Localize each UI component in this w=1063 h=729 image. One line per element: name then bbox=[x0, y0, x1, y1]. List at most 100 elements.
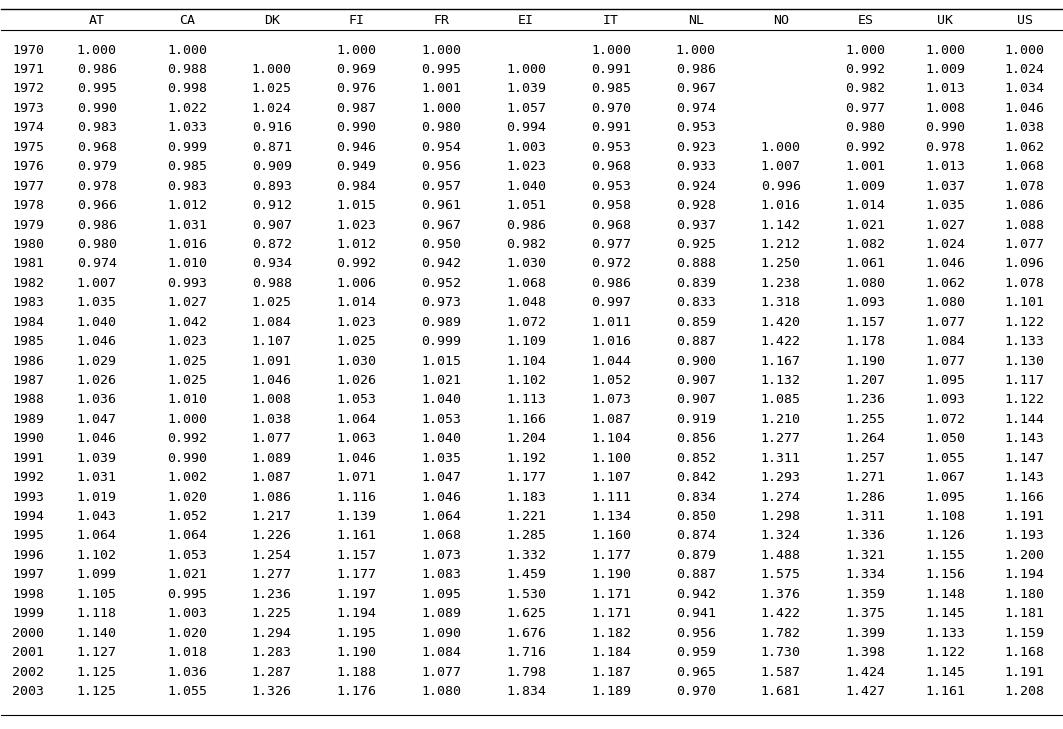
Text: 1.061: 1.061 bbox=[845, 257, 885, 270]
Text: 0.970: 0.970 bbox=[676, 685, 715, 698]
Text: 1.133: 1.133 bbox=[925, 627, 965, 639]
Text: 1.062: 1.062 bbox=[925, 277, 965, 290]
Text: 1.062: 1.062 bbox=[1005, 141, 1045, 154]
Text: 1.191: 1.191 bbox=[1005, 510, 1045, 523]
Text: 0.978: 0.978 bbox=[925, 141, 965, 154]
Text: 1972: 1972 bbox=[12, 82, 44, 95]
Text: 1.122: 1.122 bbox=[1005, 316, 1045, 329]
Text: 1.057: 1.057 bbox=[506, 102, 546, 115]
Text: 1.168: 1.168 bbox=[1005, 646, 1045, 659]
Text: 1.184: 1.184 bbox=[591, 646, 631, 659]
Text: 1.012: 1.012 bbox=[167, 199, 207, 212]
Text: 1992: 1992 bbox=[12, 471, 44, 484]
Text: 0.893: 0.893 bbox=[252, 179, 291, 192]
Text: 0.919: 0.919 bbox=[676, 413, 715, 426]
Text: 1.107: 1.107 bbox=[591, 471, 631, 484]
Text: 0.969: 0.969 bbox=[337, 63, 376, 76]
Text: 1.023: 1.023 bbox=[337, 219, 376, 232]
Text: 1.067: 1.067 bbox=[925, 471, 965, 484]
Text: 1.171: 1.171 bbox=[591, 607, 631, 620]
Text: 1.001: 1.001 bbox=[845, 160, 885, 174]
Text: 1.334: 1.334 bbox=[845, 569, 885, 581]
Text: 1.047: 1.047 bbox=[421, 471, 461, 484]
Text: 0.999: 0.999 bbox=[167, 141, 207, 154]
Text: 0.961: 0.961 bbox=[421, 199, 461, 212]
Text: 1.000: 1.000 bbox=[77, 44, 117, 57]
Text: 0.912: 0.912 bbox=[252, 199, 291, 212]
Text: 1.001: 1.001 bbox=[421, 82, 461, 95]
Text: 1.091: 1.091 bbox=[252, 354, 291, 367]
Text: 0.992: 0.992 bbox=[167, 432, 207, 445]
Text: 1.096: 1.096 bbox=[1005, 257, 1045, 270]
Text: 1979: 1979 bbox=[12, 219, 44, 232]
Text: 1985: 1985 bbox=[12, 335, 44, 348]
Text: 1.139: 1.139 bbox=[337, 510, 376, 523]
Text: 0.956: 0.956 bbox=[676, 627, 715, 639]
Text: 0.924: 0.924 bbox=[676, 179, 715, 192]
Text: 1.488: 1.488 bbox=[761, 549, 800, 562]
Text: 0.874: 0.874 bbox=[676, 529, 715, 542]
Text: 0.852: 0.852 bbox=[676, 452, 715, 465]
Text: 1.187: 1.187 bbox=[591, 666, 631, 679]
Text: 0.968: 0.968 bbox=[591, 160, 631, 174]
Text: 0.991: 0.991 bbox=[591, 121, 631, 134]
Text: 1978: 1978 bbox=[12, 199, 44, 212]
Text: 1.020: 1.020 bbox=[167, 627, 207, 639]
Text: 0.990: 0.990 bbox=[925, 121, 965, 134]
Text: 1.039: 1.039 bbox=[506, 82, 546, 95]
Text: 0.986: 0.986 bbox=[676, 63, 715, 76]
Text: 1.208: 1.208 bbox=[1005, 685, 1045, 698]
Text: 1.086: 1.086 bbox=[1005, 199, 1045, 212]
Text: 1.160: 1.160 bbox=[591, 529, 631, 542]
Text: 0.907: 0.907 bbox=[252, 219, 291, 232]
Text: 0.989: 0.989 bbox=[421, 316, 461, 329]
Text: 1980: 1980 bbox=[12, 238, 44, 251]
Text: 1.000: 1.000 bbox=[167, 44, 207, 57]
Text: 1.257: 1.257 bbox=[845, 452, 885, 465]
Text: 1.427: 1.427 bbox=[845, 685, 885, 698]
Text: 0.992: 0.992 bbox=[337, 257, 376, 270]
Text: 1.095: 1.095 bbox=[421, 588, 461, 601]
Text: 1.221: 1.221 bbox=[506, 510, 546, 523]
Text: 0.839: 0.839 bbox=[676, 277, 715, 290]
Text: 0.979: 0.979 bbox=[77, 160, 117, 174]
Text: 1.000: 1.000 bbox=[421, 102, 461, 115]
Text: 1.088: 1.088 bbox=[1005, 219, 1045, 232]
Text: 1.681: 1.681 bbox=[761, 685, 800, 698]
Text: 1.034: 1.034 bbox=[1005, 82, 1045, 95]
Text: 0.998: 0.998 bbox=[167, 82, 207, 95]
Text: 1.008: 1.008 bbox=[925, 102, 965, 115]
Text: 1.020: 1.020 bbox=[167, 491, 207, 504]
Text: 1.035: 1.035 bbox=[77, 296, 117, 309]
Text: 0.834: 0.834 bbox=[676, 491, 715, 504]
Text: 1.087: 1.087 bbox=[252, 471, 291, 484]
Text: 1.283: 1.283 bbox=[252, 646, 291, 659]
Text: 1.182: 1.182 bbox=[591, 627, 631, 639]
Text: 1.298: 1.298 bbox=[761, 510, 800, 523]
Text: 0.887: 0.887 bbox=[676, 335, 715, 348]
Text: 1.055: 1.055 bbox=[167, 685, 207, 698]
Text: 0.967: 0.967 bbox=[676, 82, 715, 95]
Text: 1.144: 1.144 bbox=[1005, 413, 1045, 426]
Text: 1.336: 1.336 bbox=[845, 529, 885, 542]
Text: 1.024: 1.024 bbox=[1005, 63, 1045, 76]
Text: 1.000: 1.000 bbox=[421, 44, 461, 57]
Text: 1.031: 1.031 bbox=[77, 471, 117, 484]
Text: 0.946: 0.946 bbox=[337, 141, 376, 154]
Text: 1.255: 1.255 bbox=[845, 413, 885, 426]
Text: 1.040: 1.040 bbox=[77, 316, 117, 329]
Text: 1.250: 1.250 bbox=[761, 257, 800, 270]
Text: 1.043: 1.043 bbox=[77, 510, 117, 523]
Text: 1.084: 1.084 bbox=[421, 646, 461, 659]
Text: 1.178: 1.178 bbox=[845, 335, 885, 348]
Text: 1989: 1989 bbox=[12, 413, 44, 426]
Text: 1.046: 1.046 bbox=[421, 491, 461, 504]
Text: 1.046: 1.046 bbox=[925, 257, 965, 270]
Text: 1.064: 1.064 bbox=[337, 413, 376, 426]
Text: 1.038: 1.038 bbox=[1005, 121, 1045, 134]
Text: 1.006: 1.006 bbox=[337, 277, 376, 290]
Text: 1.095: 1.095 bbox=[925, 374, 965, 387]
Text: 1.111: 1.111 bbox=[591, 491, 631, 504]
Text: 1.073: 1.073 bbox=[591, 394, 631, 407]
Text: 1971: 1971 bbox=[12, 63, 44, 76]
